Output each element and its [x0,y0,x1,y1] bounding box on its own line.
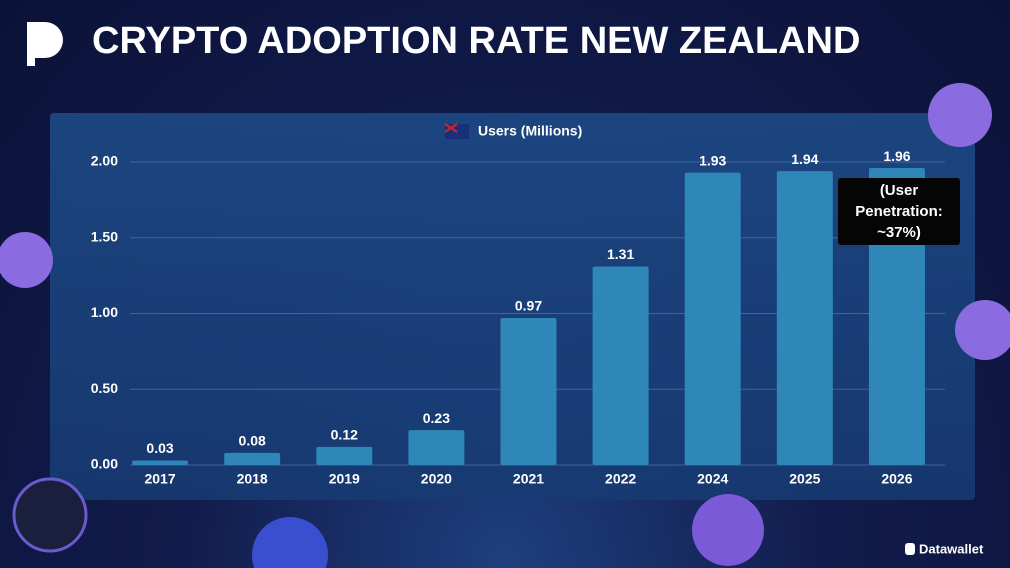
coin-icon [955,300,1010,360]
bar [684,172,741,466]
value-label: 0.08 [239,433,266,449]
coin-icon [12,477,88,553]
bar [316,446,373,465]
value-label: 1.96 [883,148,910,164]
nz-flag-cross [444,123,458,133]
bar [500,318,557,465]
coin-icon [692,494,764,566]
bar [224,452,281,465]
value-label: 0.23 [423,410,450,426]
x-tick-label: 2024 [697,471,728,487]
x-tick-label: 2018 [237,471,268,487]
value-label: 1.94 [791,151,818,167]
x-tick-label: 2017 [144,471,175,487]
value-label: 1.93 [699,152,726,168]
value-label: 0.12 [331,427,358,443]
x-tick-label: 2025 [789,471,820,487]
logo-pixel [27,58,35,66]
x-tick-label: 2019 [329,471,360,487]
y-tick-label: 1.50 [91,228,118,244]
y-tick-label: 0.00 [91,456,118,472]
logo [27,22,63,58]
coin-icon [252,517,328,568]
chart-panel [50,113,975,500]
brand: Datawallet [919,541,984,556]
coin-icon [0,232,53,288]
x-tick-label: 2022 [605,471,636,487]
value-label: 1.31 [607,246,634,262]
value-label: 0.97 [515,298,542,314]
bar [592,266,649,465]
page-title: CRYPTO ADOPTION RATE NEW ZEALAND [92,20,860,62]
legend-label: Users (Millions) [478,123,582,139]
bar [132,460,189,465]
brand-logo [905,543,915,555]
bar [776,171,833,465]
y-tick-label: 1.00 [91,304,118,320]
x-tick-label: 2020 [421,471,452,487]
x-tick-label: 2026 [881,471,912,487]
y-tick-label: 0.50 [91,380,118,396]
value-label: 0.03 [146,440,173,456]
x-tick-label: 2021 [513,471,544,487]
bar [408,430,465,465]
coin-icon [928,83,992,147]
y-tick-label: 2.00 [91,153,118,169]
annotation: (User Penetration: ~37%) [838,178,960,245]
